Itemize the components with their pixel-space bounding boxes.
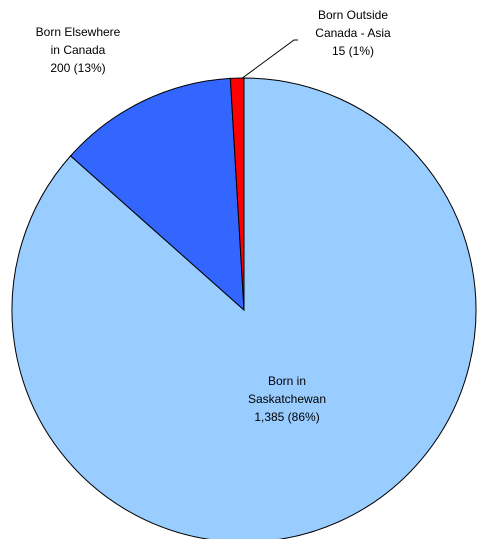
value-label: 200 (13%): [50, 61, 105, 75]
pie-slice: [229, 77, 245, 311]
slice-label: Born Elsewhere in Canada: [36, 25, 121, 57]
slice-label: Born in Saskatchewan: [248, 374, 326, 406]
leader-line: [240, 39, 298, 80]
value-label: 15 (1%): [332, 44, 374, 58]
value-label: 1,385 (86%): [254, 410, 319, 424]
pie-slice: [69, 77, 245, 312]
slice-label: Born Outside Canada - Asia: [315, 8, 391, 40]
